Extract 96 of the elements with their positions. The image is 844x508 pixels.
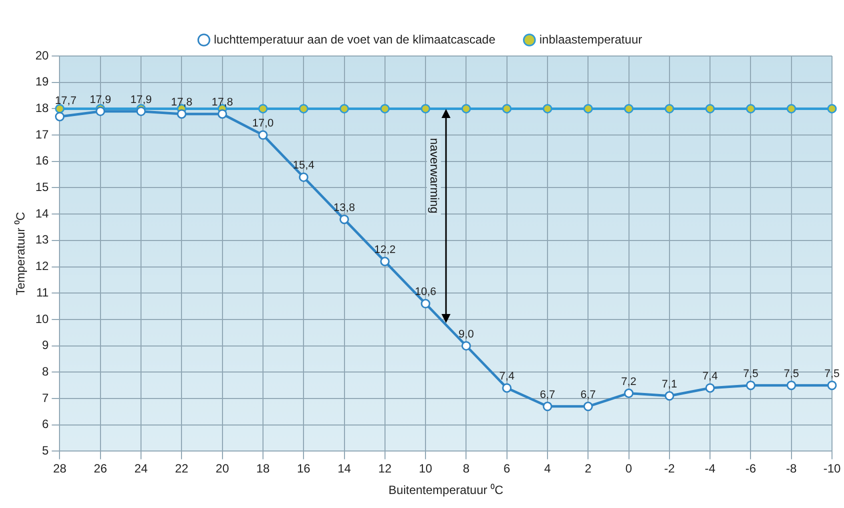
data-label: 6,7: [580, 388, 596, 401]
point: [218, 109, 228, 119]
point: [664, 104, 674, 114]
x-tick-label: 16: [296, 462, 311, 476]
point: [298, 172, 308, 182]
point: [583, 402, 593, 412]
data-label: 6,7: [540, 388, 556, 401]
y-tick-label: 14: [35, 206, 50, 220]
x-tick-label: -2: [664, 462, 676, 476]
data-label: 10,6: [414, 286, 436, 298]
data-label: 9,0: [458, 328, 474, 340]
point: [705, 383, 715, 393]
x-tick-label: 10: [418, 462, 433, 476]
x-tick-label: 8: [462, 462, 470, 476]
x-tick-label: -8: [786, 462, 798, 476]
point: [664, 391, 674, 401]
point: [542, 104, 552, 114]
x-tick-label: 2: [584, 462, 592, 476]
x-tick-label: 22: [175, 462, 189, 476]
x-tick-label: 0: [625, 462, 632, 476]
data-label: 7,5: [824, 368, 840, 380]
data-label: 13,8: [334, 202, 355, 214]
point: [298, 104, 308, 114]
point: [746, 380, 756, 390]
y-tick-label: 16: [35, 154, 50, 168]
data-label: 15,4: [292, 160, 314, 172]
point: [786, 380, 796, 390]
data-label: 17,9: [90, 94, 112, 106]
point: [461, 341, 471, 351]
point: [502, 383, 512, 393]
x-tick-label: 6: [503, 462, 510, 476]
y-tick-label: 19: [35, 74, 50, 89]
x-tick-label: 12: [378, 462, 392, 476]
y-tick-label: 17: [35, 127, 50, 142]
point: [258, 104, 268, 114]
x-tick-label: 28: [53, 462, 67, 476]
y-tick-label: 11: [36, 285, 50, 300]
y-tick-label: 5: [42, 444, 50, 458]
y-tick-label: 9: [42, 338, 50, 352]
data-label: 7,1: [662, 378, 678, 390]
data-label: 7,5: [743, 368, 758, 380]
point: [380, 256, 390, 266]
point: [705, 104, 715, 114]
x-axis-title: Buitentemperatuur ⁰C: [388, 483, 504, 498]
point: [258, 130, 268, 140]
point: [176, 109, 186, 119]
y-tick-label: 10: [35, 312, 50, 326]
point: [55, 112, 64, 122]
data-label: 17,8: [170, 96, 192, 108]
x-tick-label: 4: [544, 462, 552, 476]
legend-label: luchttemperatuur aan de voet van de klimaatcascade: [214, 32, 496, 46]
y-tick-label: 15: [35, 180, 50, 194]
x-tick-label: -10: [823, 462, 841, 476]
x-tick-label: 14: [338, 462, 352, 476]
x-tick-label: -6: [745, 462, 756, 476]
point: [420, 298, 430, 308]
x-tick-label: 24: [134, 462, 148, 476]
y-tick-label: 20: [35, 48, 50, 62]
x-tick-label: 20: [216, 462, 230, 476]
point: [420, 104, 430, 114]
point: [827, 104, 837, 114]
data-label: 12,2: [374, 244, 396, 256]
y-tick-label: 13: [35, 232, 50, 247]
data-label: 7,4: [499, 370, 514, 382]
point: [340, 104, 350, 114]
legend-label: inblaastemperatuur: [539, 32, 642, 46]
y-tick-label: 18: [35, 101, 50, 116]
point: [624, 388, 634, 398]
data-label: 17,8: [212, 96, 234, 108]
point: [461, 104, 471, 114]
y-tick-label: 7: [42, 390, 50, 405]
point: [136, 106, 146, 116]
point: [786, 104, 796, 114]
data-label: 7,5: [784, 368, 800, 380]
point: [827, 380, 837, 390]
point: [96, 106, 106, 116]
point: [542, 402, 552, 412]
y-axis-title: Temperatuur ⁰C: [14, 212, 28, 296]
point: [340, 214, 350, 224]
x-tick-label: 18: [256, 462, 270, 476]
point: [380, 104, 390, 114]
y-tick-label: 8: [42, 364, 50, 378]
x-tick-label: -4: [704, 462, 716, 476]
data-label: 7,2: [621, 376, 636, 388]
data-label: 17,0: [252, 118, 274, 130]
point: [583, 104, 593, 114]
data-label: 17,7: [55, 95, 76, 108]
point: [746, 104, 756, 114]
point: [502, 104, 512, 114]
annotation: naverwarming: [428, 138, 442, 214]
data-label: 17,9: [130, 94, 152, 106]
y-tick-label: 6: [42, 417, 50, 432]
x-tick-label: 26: [94, 462, 108, 476]
point: [624, 104, 634, 114]
y-tick-label: 12: [35, 259, 50, 274]
data-label: 7,4: [702, 370, 718, 382]
